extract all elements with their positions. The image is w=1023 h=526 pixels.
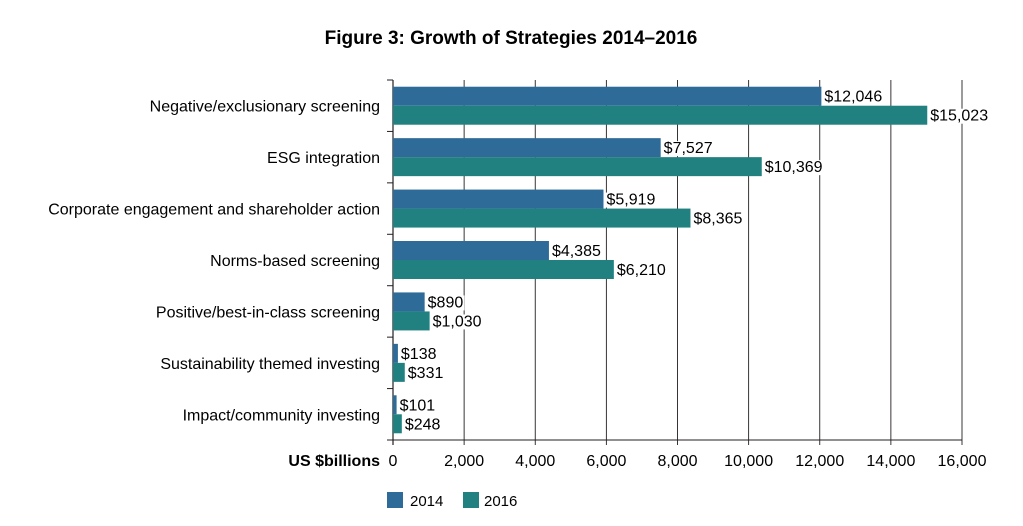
value-label-2014-impact-community-investing: $101 [400, 397, 436, 414]
x-tick-labels: 0 2,000 4,000 6,000 8,000 10,000 12,000 14,000 1… [389, 453, 987, 470]
x-tick-label: 4,000 [515, 453, 555, 470]
value-label-background [403, 417, 442, 433]
category-label-esg-integration: ESG integration [267, 150, 380, 167]
value-label-2014-norms-based-screening: $4,385 [552, 243, 601, 260]
category-label-norms-based-screening: Norms-based screening [210, 253, 380, 270]
value-label-2016-positive-best-in-class-screening: $1,030 [433, 313, 482, 330]
chart-title: Figure 3: Growth of Strategies 2014–2016 [325, 28, 698, 49]
x-tick-label: 2,000 [444, 453, 484, 470]
value-label-background [431, 314, 483, 330]
value-label-2014-esg-integration: $7,527 [664, 140, 713, 157]
bar-2014-positive-best-in-class-screening [393, 292, 425, 312]
bar-2016-sustainability-themed-investing [393, 362, 405, 382]
bar-2014-negative-exclusionary-screening [393, 86, 822, 106]
x-tick-label: 8,000 [657, 453, 697, 470]
value-label-background [399, 346, 438, 362]
value-label-background [662, 141, 714, 157]
value-label-background [406, 365, 445, 381]
bar-2014-corporate-engagement-and-shareholder-action [393, 189, 604, 209]
legend-label-2016: 2016 [484, 493, 517, 510]
bar-2016-corporate-engagement-and-shareholder-action [393, 208, 691, 228]
value-label-background [605, 192, 657, 208]
category-label-impact-community-investing: Impact/community investing [183, 407, 380, 424]
value-label-2016-impact-community-investing: $248 [405, 416, 441, 433]
category-labels: Negative/exclusionary screening ESG integ… [48, 99, 380, 425]
x-tick-label: 10,000 [724, 453, 773, 470]
x-axis-label: US $billions [288, 453, 380, 470]
bar-2014-sustainability-themed-investing [393, 343, 398, 363]
value-label-background [398, 398, 437, 414]
bar-2016-positive-best-in-class-screening [393, 311, 430, 331]
bars: $12,046 $15,023 $7,527 $10,369 $5,919 $8,365 $… [393, 86, 990, 434]
x-tick-label: 14,000 [866, 453, 915, 470]
value-label-2016-sustainability-themed-investing: $331 [408, 365, 444, 382]
value-label-2014-corporate-engagement-and-shareholder-action: $5,919 [606, 192, 655, 209]
value-label-2014-sustainability-themed-investing: $138 [401, 346, 437, 363]
bar-2016-negative-exclusionary-screening [393, 105, 928, 125]
x-tick-label: 12,000 [795, 453, 844, 470]
value-label-2016-esg-integration: $10,369 [765, 159, 823, 176]
value-label-background [550, 244, 602, 259]
category-label-corporate-engagement-and-shareholder-action: Corporate engagement and shareholder act… [48, 202, 380, 219]
category-label-positive-best-in-class-screening: Positive/best-in-class screening [156, 304, 380, 321]
value-label-background [823, 89, 884, 105]
x-tick-label: 16,000 [938, 453, 987, 470]
bar-2014-norms-based-screening [393, 241, 549, 260]
category-label-negative-exclusionary-screening: Negative/exclusionary screening [150, 99, 380, 116]
value-label-background [615, 263, 667, 278]
value-label-background [763, 160, 824, 176]
category-label-sustainability-themed-investing: Sustainability themed investing [160, 356, 380, 373]
bar-2016-esg-integration [393, 157, 762, 177]
x-tick-label: 6,000 [586, 453, 626, 470]
x-tick-label: 0 [389, 453, 398, 470]
bar-2016-impact-community-investing [393, 414, 402, 434]
bar-2016-norms-based-screening [393, 260, 614, 279]
value-label-background [426, 295, 465, 311]
value-label-2014-positive-best-in-class-screening: $890 [428, 294, 464, 311]
value-label-background [692, 211, 744, 227]
value-label-background [929, 108, 990, 124]
bar-2014-impact-community-investing [393, 395, 397, 415]
legend-label-2014: 2014 [410, 493, 443, 510]
legend-swatch-2014 [387, 492, 403, 508]
value-label-2016-negative-exclusionary-screening: $15,023 [930, 108, 988, 125]
value-label-2014-negative-exclusionary-screening: $12,046 [824, 89, 882, 106]
legend-swatch-2016 [463, 492, 479, 508]
value-label-2016-corporate-engagement-and-shareholder-action: $8,365 [693, 211, 742, 228]
value-label-2016-norms-based-screening: $6,210 [617, 262, 666, 279]
legend: 2014 2016 [387, 492, 517, 510]
bar-2014-esg-integration [393, 138, 661, 158]
